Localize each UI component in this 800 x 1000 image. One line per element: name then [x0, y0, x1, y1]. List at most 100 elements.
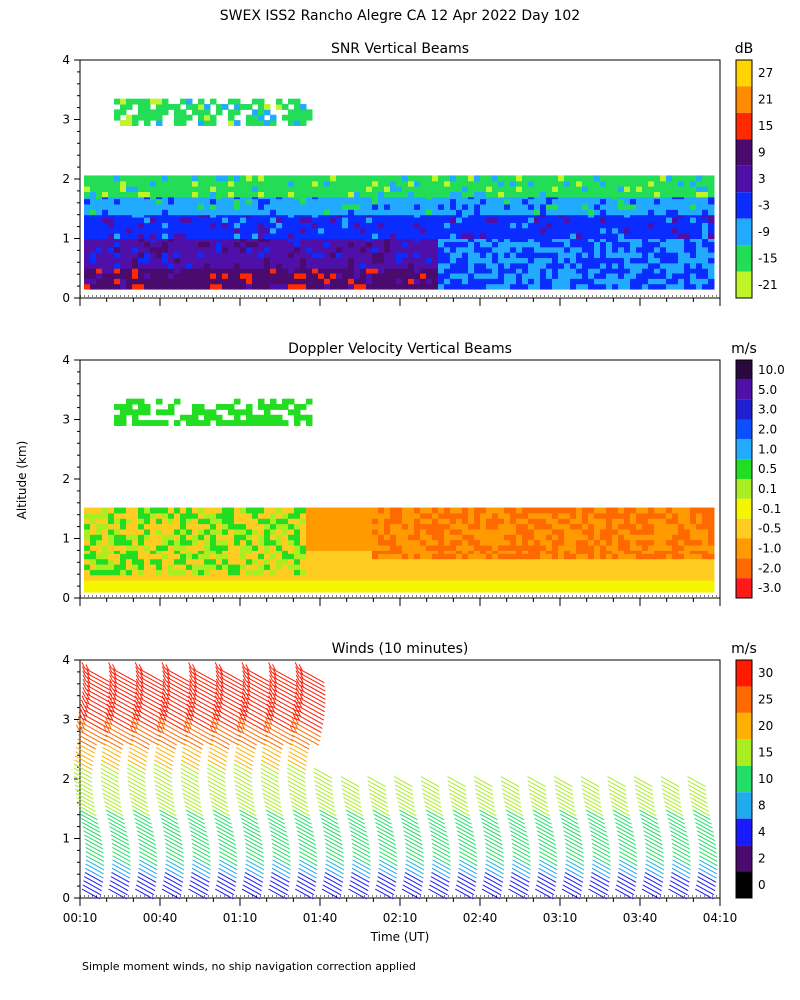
doppler-cell — [294, 523, 301, 530]
doppler-cell — [264, 523, 271, 530]
doppler-cell — [648, 574, 655, 581]
snr-cell — [174, 241, 181, 248]
doppler-cell — [468, 558, 475, 565]
snr-cell — [702, 186, 709, 192]
wind-barb — [165, 851, 185, 862]
doppler-cell — [192, 528, 199, 535]
snr-cell — [654, 180, 661, 187]
wind-barb — [100, 763, 120, 775]
doppler-cell — [636, 581, 643, 588]
snr-cell — [606, 217, 613, 223]
doppler-cell — [468, 548, 475, 554]
snr-cell — [282, 104, 289, 110]
snr-cell — [552, 267, 559, 274]
snr-cell — [450, 180, 457, 187]
snr-cell — [186, 227, 193, 234]
snr-cell — [600, 175, 607, 182]
doppler-cell — [510, 564, 517, 570]
snr-cell — [636, 246, 643, 253]
doppler-cell — [228, 586, 235, 593]
doppler-cell — [540, 548, 547, 554]
snr-cell — [120, 120, 127, 126]
doppler-cell — [582, 534, 589, 541]
doppler-cell — [258, 548, 265, 554]
snr-cell — [360, 175, 367, 182]
snr-cell — [300, 227, 307, 234]
snr-cell — [378, 236, 385, 242]
snr-cell — [570, 283, 577, 290]
snr-cell — [318, 273, 325, 279]
snr-cell — [234, 257, 241, 264]
wind-barb — [165, 859, 185, 871]
snr-cell — [288, 203, 295, 210]
snr-cell — [150, 209, 157, 216]
doppler-cell — [504, 564, 511, 570]
snr-cell — [162, 252, 169, 259]
wind-barb — [165, 692, 192, 709]
doppler-cell — [264, 548, 271, 554]
doppler-cell — [312, 507, 319, 514]
snr-cell — [570, 217, 577, 223]
snr-cell — [462, 217, 469, 223]
doppler-cell — [282, 404, 289, 410]
doppler-cell — [504, 507, 511, 514]
doppler-cell — [660, 586, 667, 593]
doppler-cell — [684, 569, 691, 576]
doppler-cell — [138, 512, 145, 519]
doppler-cell — [144, 539, 151, 546]
doppler-cell — [576, 528, 583, 535]
snr-cell — [378, 209, 385, 216]
doppler-cell — [360, 528, 367, 535]
snr-cell — [540, 175, 547, 182]
doppler-cell — [288, 512, 295, 519]
snr-cell — [270, 278, 277, 285]
doppler-cell — [276, 528, 283, 535]
doppler-cell — [528, 574, 535, 581]
snr-cell — [342, 267, 349, 274]
wind-barb — [75, 747, 95, 758]
snr-cell — [540, 273, 547, 279]
wind-barb — [77, 738, 96, 750]
snr-cell — [264, 217, 271, 223]
snr-cell — [468, 241, 475, 248]
snr-cell — [612, 222, 619, 229]
snr-cell — [672, 233, 679, 239]
doppler-cell — [594, 548, 601, 554]
snr-cell — [624, 209, 631, 216]
snr-cell — [186, 273, 193, 279]
snr-cell — [540, 236, 547, 242]
snr-cell — [294, 246, 301, 253]
doppler-cell — [402, 534, 409, 541]
doppler-cell — [624, 553, 631, 560]
snr-cell — [564, 222, 571, 229]
snr-cell — [132, 209, 139, 216]
wind-barb — [103, 801, 123, 812]
snr-cell — [228, 217, 235, 223]
doppler-cell — [102, 586, 109, 593]
doppler-cell — [168, 409, 175, 416]
snr-cell — [342, 191, 349, 198]
doppler-cell — [264, 539, 271, 546]
doppler-cell — [264, 420, 271, 426]
doppler-cell — [372, 523, 379, 530]
snr-cell — [258, 114, 265, 121]
doppler-cell — [588, 545, 595, 551]
snr-cell — [522, 246, 529, 253]
doppler-cell — [702, 553, 709, 560]
x-tick-label: 01:40 — [303, 911, 338, 925]
doppler-cell — [618, 569, 625, 576]
wind-barb — [158, 734, 177, 746]
wind-barb — [138, 842, 157, 854]
snr-cell — [420, 236, 427, 242]
doppler-cell — [702, 558, 709, 565]
snr-cell — [546, 267, 553, 274]
snr-cell — [516, 283, 523, 290]
doppler-cell — [156, 518, 163, 525]
snr-cell — [270, 273, 277, 279]
doppler-cell — [504, 569, 511, 576]
doppler-cell — [702, 518, 709, 525]
snr-cell — [348, 227, 355, 234]
snr-cell — [126, 203, 133, 210]
doppler-cell — [654, 507, 661, 514]
doppler-cell — [348, 558, 355, 565]
